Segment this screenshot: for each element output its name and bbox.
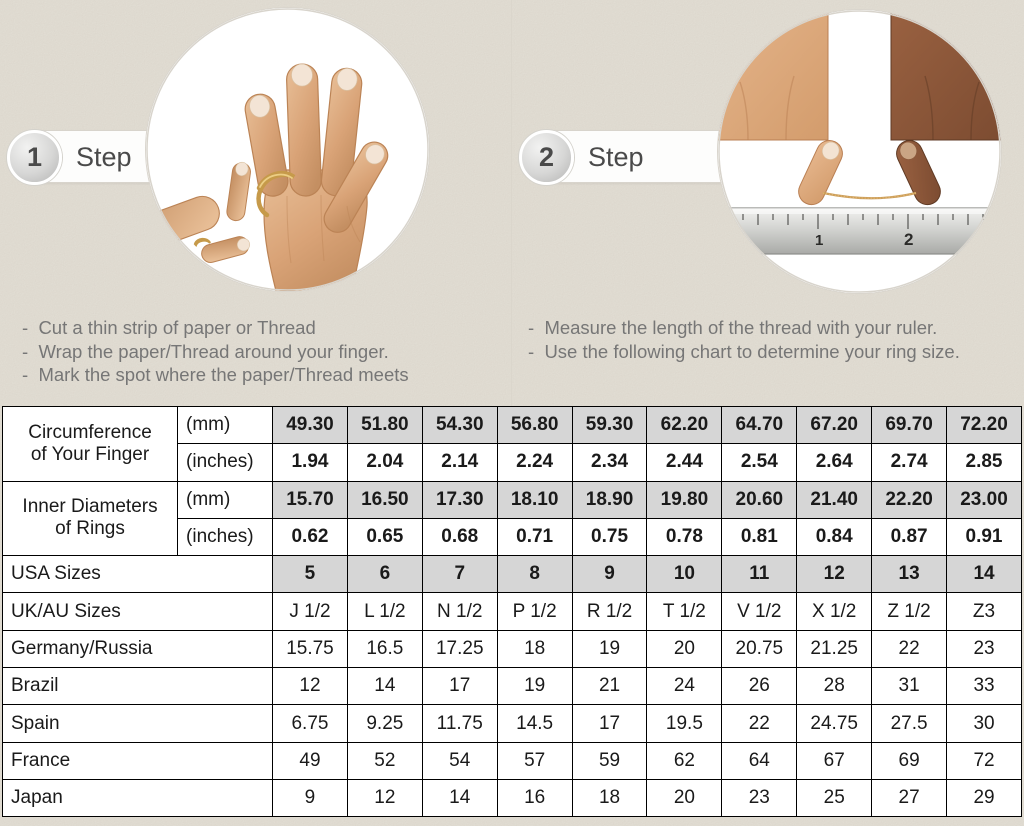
svg-text:2: 2 (904, 230, 913, 249)
svg-text:1: 1 (815, 232, 823, 249)
